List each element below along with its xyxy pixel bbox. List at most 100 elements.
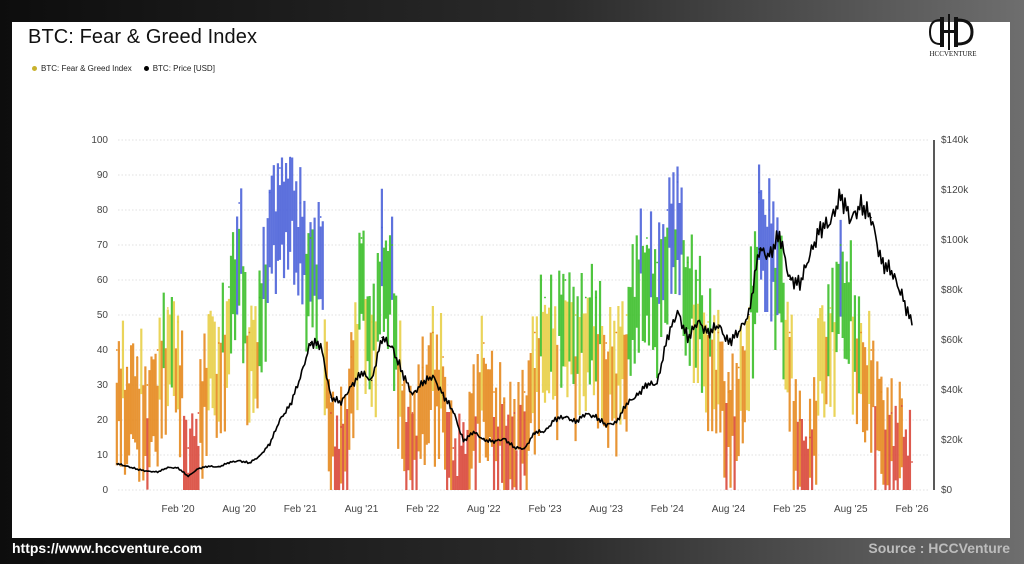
fng-point: [656, 261, 659, 264]
legend-item-price[interactable]: BTC: Price [USD]: [143, 64, 215, 73]
fng-point: [411, 412, 414, 414]
price-point: [442, 394, 444, 396]
fng-point: [330, 412, 332, 414]
fng-point: [197, 412, 200, 414]
fng-point: [391, 244, 393, 246]
y-left-tick-label: 30: [97, 380, 109, 391]
price-point: [218, 466, 220, 468]
price-point: [401, 371, 403, 374]
price-point: [625, 403, 628, 405]
chart-title: BTC: Fear & Greed Index: [28, 26, 258, 48]
fng-point: [207, 314, 210, 316]
fng-point: [707, 321, 710, 323]
fng-point: [676, 181, 679, 183]
price-point: [432, 375, 434, 377]
legend-label-fng: BTC: Fear & Greed Index: [41, 64, 132, 73]
fng-point: [370, 321, 373, 323]
x-tick-label: Feb '24: [651, 504, 684, 515]
price-point: [758, 248, 760, 250]
price-point: [136, 468, 138, 470]
price-point: [880, 261, 883, 264]
fng-point: [737, 366, 740, 369]
price-point: [524, 448, 526, 450]
x-tick-label: Aug '22: [467, 504, 501, 515]
fng-point: [839, 244, 842, 246]
price-point: [911, 324, 913, 326]
fng-point: [146, 384, 149, 386]
price-point: [197, 467, 199, 470]
price-point: [258, 455, 261, 457]
price-point: [564, 416, 566, 418]
x-tick-label: Feb '21: [284, 504, 317, 515]
fng-point: [686, 261, 689, 264]
price-point: [330, 396, 332, 399]
price-point: [595, 416, 597, 418]
price-point: [493, 440, 495, 443]
price-point: [574, 421, 577, 423]
y-right-tick-label: $20k: [941, 435, 964, 446]
fng-point: [646, 237, 648, 239]
legend-dot-price-icon: [143, 66, 149, 71]
fng-point: [279, 167, 281, 169]
fng-point: [187, 447, 190, 449]
fng-point: [758, 191, 760, 194]
price-point: [829, 221, 832, 223]
price-point: [473, 431, 475, 433]
fng-point: [554, 314, 557, 316]
legend-item-fng[interactable]: BTC: Fear & Greed Index: [32, 64, 132, 73]
y-left-tick-label: 0: [102, 485, 108, 496]
price-point: [279, 419, 281, 421]
price-point: [146, 470, 149, 472]
fng-point: [697, 279, 699, 281]
fng-point: [299, 202, 302, 204]
price-point: [309, 341, 312, 344]
fng-point: [360, 237, 363, 239]
y-left-tick-label: 90: [97, 170, 109, 181]
x-tick-label: Feb '25: [773, 504, 806, 515]
price-point: [503, 438, 505, 440]
fng-point: [809, 436, 811, 439]
price-point: [452, 410, 454, 412]
fng-point: [482, 342, 485, 344]
x-tick-label: Aug '24: [712, 504, 746, 515]
price-point: [636, 395, 638, 397]
fng-point: [421, 366, 424, 369]
price-point: [187, 475, 189, 477]
price-point: [870, 216, 872, 219]
x-tick-label: Feb '26: [895, 504, 928, 515]
price-point: [778, 233, 781, 235]
fear-greed-series: [115, 156, 913, 490]
fng-point: [268, 191, 271, 194]
website-url[interactable]: https://www.hccventure.com: [12, 540, 203, 556]
price-point: [238, 460, 240, 462]
fng-point: [248, 331, 251, 334]
y-axis-left: 0 10 20 30 40 50 60 70 80 90 100: [91, 135, 108, 496]
fng-point: [798, 419, 801, 421]
price-point: [381, 336, 383, 339]
fng-point: [340, 426, 343, 428]
y-right-tick-label: $60k: [941, 335, 964, 346]
fng-point: [442, 356, 444, 358]
price-point: [666, 336, 668, 339]
price-point: [717, 324, 719, 326]
y-left-tick-label: 80: [97, 205, 109, 216]
fng-point: [615, 331, 618, 334]
price-point: [901, 294, 903, 296]
x-tick-label: Feb '23: [528, 504, 561, 515]
price-point: [646, 383, 648, 385]
fng-point: [166, 307, 169, 309]
fng-point: [472, 384, 475, 386]
fng-point: [258, 296, 261, 299]
price-point: [167, 466, 169, 469]
price-point: [289, 404, 291, 406]
price-point: [585, 413, 587, 415]
x-tick-label: Feb '22: [406, 504, 439, 515]
fng-point: [523, 391, 526, 393]
price-point: [299, 376, 301, 379]
price-point: [799, 283, 801, 285]
price-point: [371, 379, 373, 382]
fng-point: [625, 314, 628, 316]
x-tick-label: Aug '21: [345, 504, 379, 515]
price-point: [605, 424, 607, 426]
